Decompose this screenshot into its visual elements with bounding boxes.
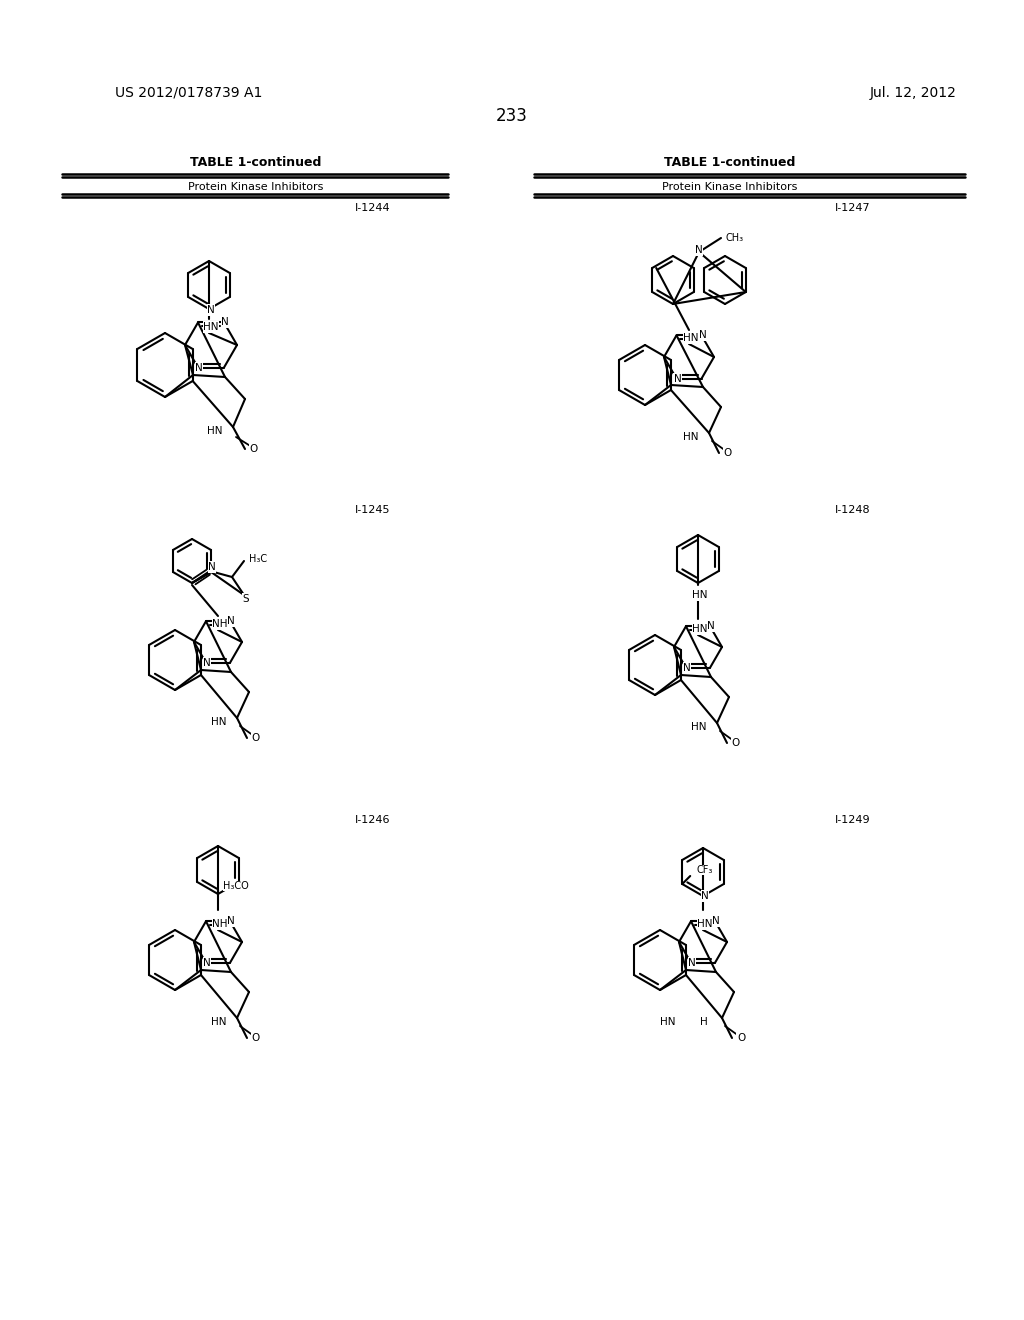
Text: 233: 233: [496, 107, 528, 125]
Text: HN: HN: [211, 1016, 226, 1027]
Text: N: N: [221, 318, 229, 327]
Text: O: O: [732, 738, 740, 748]
Text: O: O: [724, 447, 732, 458]
Text: N: N: [701, 891, 709, 902]
Text: I-1248: I-1248: [835, 506, 870, 515]
Text: HN: HN: [697, 919, 713, 929]
Text: N: N: [674, 374, 681, 384]
Text: Jul. 12, 2012: Jul. 12, 2012: [870, 86, 956, 100]
Text: N: N: [196, 363, 203, 372]
Text: S: S: [243, 594, 249, 605]
Text: Protein Kinase Inhibitors: Protein Kinase Inhibitors: [188, 182, 324, 191]
Text: N: N: [227, 616, 234, 626]
Text: NH: NH: [212, 919, 227, 929]
Text: HN: HN: [211, 717, 226, 727]
Text: Protein Kinase Inhibitors: Protein Kinase Inhibitors: [663, 182, 798, 191]
Text: HN: HN: [207, 426, 223, 436]
Text: O: O: [252, 1034, 260, 1043]
Text: I-1247: I-1247: [835, 203, 870, 213]
Text: NH: NH: [212, 619, 227, 630]
Text: N: N: [208, 562, 216, 572]
Text: O: O: [250, 444, 258, 454]
Text: I-1245: I-1245: [354, 506, 390, 515]
Text: CF₃: CF₃: [696, 865, 713, 875]
Text: HN: HN: [692, 590, 708, 601]
Text: N: N: [708, 622, 715, 631]
Text: HN: HN: [203, 322, 219, 333]
Text: N: N: [227, 916, 234, 927]
Text: TABLE 1-continued: TABLE 1-continued: [190, 157, 322, 169]
Text: I-1249: I-1249: [835, 814, 870, 825]
Text: HN: HN: [660, 1016, 676, 1027]
Text: O: O: [737, 1034, 745, 1043]
Text: N: N: [695, 246, 702, 255]
Text: H₃CO: H₃CO: [223, 880, 249, 891]
Text: N: N: [207, 305, 215, 315]
Text: N: N: [203, 958, 211, 968]
Text: N: N: [688, 958, 696, 968]
Text: CH₃: CH₃: [726, 234, 744, 243]
Text: HN: HN: [683, 432, 698, 442]
Text: N: N: [712, 916, 720, 927]
Text: US 2012/0178739 A1: US 2012/0178739 A1: [115, 86, 262, 100]
Text: O: O: [252, 733, 260, 743]
Text: I-1244: I-1244: [354, 203, 390, 213]
Text: TABLE 1-continued: TABLE 1-continued: [665, 157, 796, 169]
Text: HN: HN: [691, 722, 707, 733]
Text: N: N: [698, 330, 707, 341]
Text: HN: HN: [692, 624, 708, 634]
Text: N: N: [203, 657, 211, 668]
Text: I-1246: I-1246: [354, 814, 390, 825]
Text: N: N: [683, 663, 691, 673]
Text: H: H: [700, 1016, 708, 1027]
Text: HN: HN: [683, 333, 698, 343]
Text: H₃C: H₃C: [249, 554, 267, 564]
